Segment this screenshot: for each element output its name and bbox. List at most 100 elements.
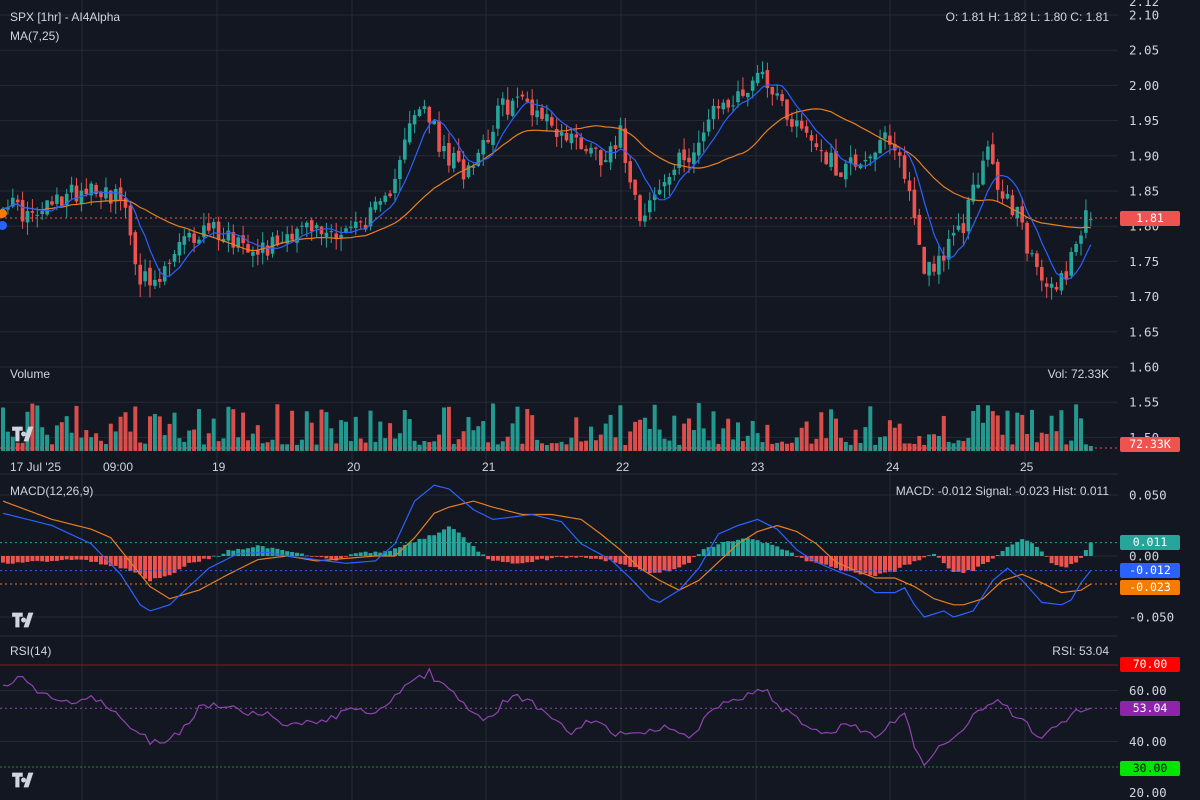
macd-hist-bar: [358, 552, 363, 556]
candle-body: [677, 152, 681, 168]
candle-body: [207, 223, 211, 231]
candle-body: [138, 264, 142, 285]
volume-bar: [799, 427, 804, 451]
macd-hist-bar: [407, 542, 412, 556]
candle-body: [902, 155, 907, 179]
candle-body: [1005, 193, 1010, 199]
macd-hist-bar: [113, 556, 118, 566]
volume-bar: [378, 421, 383, 451]
candle-body: [1044, 283, 1049, 287]
candle-body: [1069, 252, 1073, 276]
volume-bar: [843, 441, 848, 451]
volume-bar: [260, 443, 265, 451]
rsi-lower-tag: 30.00: [1120, 761, 1180, 776]
volume-bar: [231, 409, 236, 451]
candle-body: [1010, 195, 1015, 216]
volume-bar: [182, 441, 187, 451]
candle-body: [383, 195, 387, 202]
macd-hist-bar: [348, 554, 353, 556]
macd-hist-bar: [785, 550, 789, 556]
candle-body: [755, 72, 760, 84]
macd-hist-bar: [451, 529, 456, 556]
volume-bar: [74, 405, 79, 451]
volume-bar: [143, 443, 148, 451]
volume-bar: [309, 422, 314, 451]
macd-hist-bar: [525, 556, 530, 563]
macd-hist-bar: [437, 532, 442, 556]
candle-body: [589, 147, 593, 154]
volume-bar: [216, 441, 221, 451]
macd-hist-bar: [84, 556, 89, 560]
rsi-upper-tag: 70.00: [1120, 657, 1180, 672]
volume-bar: [530, 415, 535, 451]
volume-bar: [515, 406, 520, 451]
volume-bar: [770, 443, 775, 451]
macd-line: [2, 484, 1092, 618]
candle-body: [937, 255, 941, 275]
volume-bar: [838, 437, 843, 451]
macd-hist-bar: [936, 556, 941, 558]
candle-body: [809, 135, 814, 141]
candle-body: [373, 201, 378, 210]
candle-body: [721, 102, 726, 110]
volume-bar: [20, 442, 25, 451]
macd-hist-bar: [99, 556, 103, 565]
candle-body: [128, 205, 133, 236]
macd-hist-bar: [79, 556, 84, 560]
volume-bar: [775, 442, 780, 451]
candle-body: [594, 147, 598, 149]
x-axis-label: 22: [616, 460, 630, 474]
candle-body: [912, 189, 917, 219]
price-axis-tick: 1.85: [1129, 184, 1159, 199]
candle-body: [280, 241, 285, 243]
volume-bar: [241, 412, 246, 451]
macd-hist-bar: [295, 552, 299, 556]
volume-bar: [819, 412, 824, 451]
candle-body: [300, 225, 304, 227]
candle-body: [603, 160, 608, 162]
candle-body: [643, 215, 647, 222]
candle-body: [868, 156, 873, 159]
candle-body: [1059, 273, 1064, 291]
candle-body: [623, 128, 628, 163]
candle-body: [672, 169, 677, 176]
macd-hist-bar: [353, 553, 358, 556]
volume-bar: [221, 438, 226, 451]
volume-bar: [971, 410, 976, 451]
macd-hist-bar: [182, 556, 187, 567]
price-marker-dot-orange: [0, 209, 7, 218]
candle-body: [35, 214, 40, 216]
macd-hist-bar: [1025, 540, 1030, 556]
macd-hist-bar: [505, 556, 510, 563]
candle-body: [393, 178, 397, 194]
candle-body: [956, 225, 961, 230]
macd-hist-bar: [554, 556, 559, 558]
ohlc-readout: O: 1.81 H: 1.82 L: 1.80 C: 1.81: [945, 10, 1109, 24]
candle-body: [246, 244, 250, 253]
volume-bar: [84, 430, 89, 451]
candle-body: [951, 232, 956, 236]
volume-bar: [853, 429, 858, 451]
volume-bar: [358, 438, 363, 451]
candle-body: [711, 105, 716, 120]
candle-body: [760, 71, 765, 75]
candle-body: [652, 194, 657, 200]
macd-hist-bar: [530, 556, 535, 563]
macd-hist-bar: [961, 556, 966, 574]
macd-hist-bar: [309, 556, 314, 557]
volume-bar: [794, 437, 799, 451]
candle-body: [932, 263, 936, 272]
macd-hist-bar: [824, 556, 829, 565]
volume-bar: [442, 407, 446, 451]
rsi-axis-tick: 20.00: [1129, 785, 1167, 800]
volume-bar: [868, 406, 873, 451]
volume-bar: [363, 442, 368, 451]
candle-body: [69, 184, 74, 193]
volume-bar: [1020, 414, 1025, 451]
candle-body: [192, 233, 196, 243]
candle-body: [94, 185, 98, 194]
macd-hist-bar: [383, 551, 388, 556]
macd-hist-bar: [765, 543, 770, 556]
macd-hist-bar: [775, 546, 780, 556]
